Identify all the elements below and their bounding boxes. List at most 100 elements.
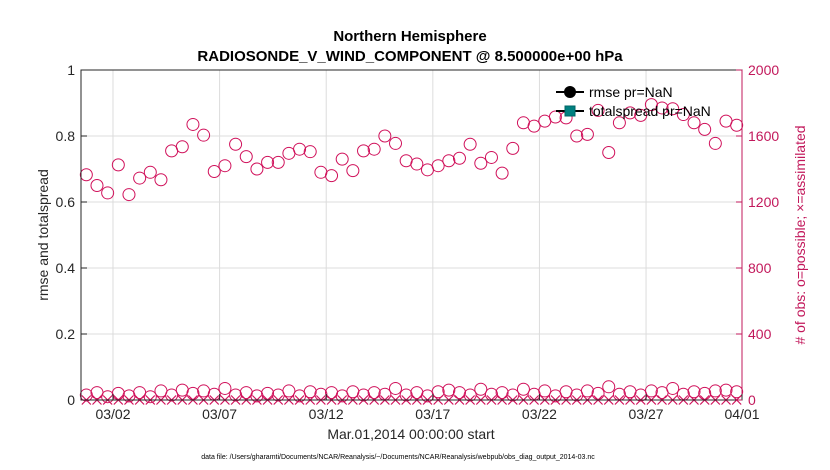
obs-possible-marker xyxy=(687,385,701,399)
obs-possible-marker xyxy=(239,150,253,164)
x-tick-label: 03/27 xyxy=(629,406,664,422)
obs-possible-marker xyxy=(452,386,466,400)
obs-possible-marker xyxy=(484,150,498,164)
obs-possible-marker xyxy=(229,388,243,402)
obs-possible-marker xyxy=(580,384,594,398)
obs-possible-marker xyxy=(538,384,552,398)
obs-possible-marker xyxy=(271,155,285,169)
obs-possible-marker xyxy=(463,137,477,151)
y-axis-left-label: rmse and totalspread xyxy=(35,169,51,301)
obs-possible-marker xyxy=(197,128,211,142)
obs-possible-marker xyxy=(186,117,200,131)
obs-possible-marker xyxy=(367,142,381,156)
obs-possible-marker xyxy=(101,186,115,200)
obs-possible-marker xyxy=(580,127,594,141)
obs-possible-marker xyxy=(730,118,744,132)
obs-possible-marker xyxy=(431,159,445,173)
obs-possible-marker xyxy=(250,162,264,176)
y-left-tick-label: 0 xyxy=(67,392,75,408)
y-right-tick-label: 2000 xyxy=(748,62,779,78)
obs-possible-marker xyxy=(133,171,147,185)
obs-possible-marker xyxy=(442,154,456,168)
obs-possible-marker xyxy=(506,141,520,155)
obs-possible-marker xyxy=(666,381,680,395)
y-right-tick-label: 800 xyxy=(748,260,772,276)
obs-possible-marker xyxy=(634,108,648,122)
obs-possible-marker xyxy=(570,129,584,143)
obs-possible-marker xyxy=(111,158,125,172)
data-file-footnote: data file: /Users/gharamti/Documents/NCA… xyxy=(201,454,595,461)
obs-possible-marker xyxy=(325,169,339,183)
x-tick-label: 04/01 xyxy=(724,406,759,422)
obs-possible-marker xyxy=(303,385,317,399)
obs-possible-marker xyxy=(602,380,616,394)
obs-possible-marker xyxy=(495,386,509,400)
obs-possible-marker xyxy=(367,386,381,400)
obs-possible-marker xyxy=(122,188,136,202)
legend: rmse pr=NaN totalspread pr=NaN xyxy=(556,84,711,119)
y-right-tick-label: 1200 xyxy=(748,194,779,210)
axis-ticks: 03/02 03/07 03/12 03/17 03/22 03/27 04/0100.20… xyxy=(56,62,780,422)
obs-possible-marker xyxy=(357,144,371,158)
plot-area xyxy=(81,70,742,400)
chart-title-line2: RADIOSONDE_V_WIND_COMPONENT @ 8.500000e+… xyxy=(197,48,623,65)
obs-possible-marker xyxy=(666,102,680,116)
obs-possible-marker xyxy=(154,173,168,187)
obs-possible-marker xyxy=(79,168,93,182)
x-axis-label: Mar.01,2014 00:00:00 start xyxy=(327,426,494,442)
legend-rmse-marker xyxy=(564,86,576,98)
obs-possible-marker xyxy=(708,136,722,150)
obs-possible-marker xyxy=(676,108,690,122)
x-tick-label: 03/02 xyxy=(95,406,130,422)
obs-possible-marker xyxy=(591,103,605,117)
obs-possible-marker xyxy=(442,383,456,397)
obs-possible-marker xyxy=(730,385,744,399)
obs-possible-marker xyxy=(719,383,733,397)
obs-possible-marker xyxy=(282,384,296,398)
obs-possible-marker xyxy=(527,119,541,133)
y-left-tick-label: 0.4 xyxy=(56,260,76,276)
legend-totalspread-marker xyxy=(564,105,576,117)
obs-possible-marker xyxy=(431,385,445,399)
obs-possible-marker xyxy=(452,151,466,165)
x-tick-label: 03/12 xyxy=(309,406,344,422)
obs-possible-marker xyxy=(612,116,626,130)
obs-possible-marker xyxy=(207,164,221,178)
y-right-tick-label: 0 xyxy=(748,392,756,408)
obs-possible-marker xyxy=(506,388,520,402)
grid-lines xyxy=(81,70,742,400)
obs-possible-marker xyxy=(516,382,530,396)
obs-possible-marker xyxy=(644,384,658,398)
obs-possible-marker xyxy=(143,390,157,404)
x-tick-label: 03/17 xyxy=(415,406,450,422)
y-right-tick-label: 1600 xyxy=(748,128,779,144)
obs-possible-marker xyxy=(687,116,701,130)
obs-possible-marker xyxy=(474,382,488,396)
obs-possible-marker xyxy=(175,140,189,154)
obs-possible-marker xyxy=(357,388,371,402)
y-left-tick-label: 0.2 xyxy=(56,326,76,342)
obs-possible-marker xyxy=(708,384,722,398)
obs-possible-marker xyxy=(623,106,637,120)
obs-possible-marker xyxy=(399,388,413,402)
obs-possible-marker xyxy=(474,156,488,170)
obs-possible-marker xyxy=(218,159,232,173)
obs-possible-marker xyxy=(165,388,179,402)
obs-possible-marker xyxy=(378,129,392,143)
y-left-tick-label: 0.8 xyxy=(56,128,76,144)
obs-possible-marker xyxy=(303,145,317,159)
y-right-tick-label: 400 xyxy=(748,326,772,342)
x-tick-label: 03/22 xyxy=(522,406,557,422)
obs-possible-marker xyxy=(698,122,712,136)
obs-possible-marker xyxy=(548,110,562,124)
chart-title-line1: Northern Hemisphere xyxy=(333,28,486,45)
obs-possible-marker xyxy=(293,142,307,156)
obs-possible-marker xyxy=(495,166,509,180)
obs-possible-marker xyxy=(655,101,669,115)
y-left-tick-label: 0.6 xyxy=(56,194,76,210)
obs-possible-marker xyxy=(346,164,360,178)
obs-possible-marker xyxy=(79,388,93,402)
y-axis-right-label: # of obs: o=possible; ×=assimilated xyxy=(792,125,808,344)
